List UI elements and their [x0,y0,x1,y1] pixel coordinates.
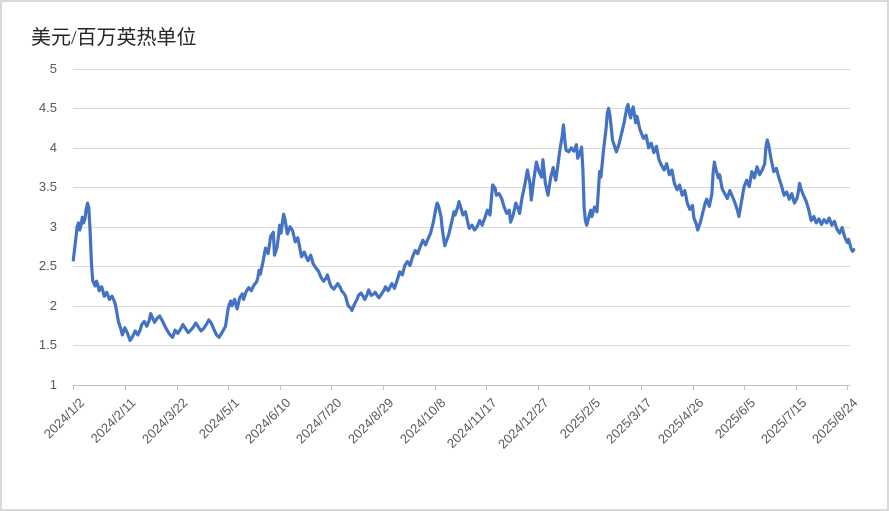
y-axis-tick-label: 5 [49,61,57,76]
x-axis-tick [73,385,75,390]
x-axis-tick [795,385,797,390]
y-axis-tick-label: 2.5 [38,258,57,274]
x-axis-tick [176,385,178,390]
price-line [71,102,856,342]
y-axis-tick-label: 3 [49,218,57,234]
x-axis-tick [331,385,333,390]
chart-title: 美元/百万英热单位 [31,27,197,49]
y-axis-tick-label: 1.5 [38,337,57,353]
gridline [73,266,850,268]
x-axis-line [73,384,850,386]
y-axis-tick-label: 1 [49,376,57,392]
x-axis-tick [279,385,281,390]
gridline [73,147,850,149]
x-axis-tick [589,385,591,390]
y-axis-tick-label: 4.5 [38,100,57,116]
y-axis-tick-label: 3.5 [38,179,57,195]
y-axis-tick-label: 4 [49,139,57,155]
x-axis-tick [744,385,746,390]
gridline [73,187,850,189]
gridline [73,305,850,307]
x-axis-tick [486,385,488,390]
x-axis-tick [537,385,539,390]
gridline [73,345,850,347]
gridline [73,69,850,70]
x-axis-tick [847,385,849,390]
y-axis-tick-label: 2 [49,297,57,313]
x-axis-tick [228,385,230,390]
gridline [73,226,850,228]
x-axis-tick [692,385,694,390]
gridline [73,108,850,110]
x-axis-tick [124,385,126,390]
x-axis-tick [434,385,436,390]
x-axis-tick [382,385,384,390]
x-axis-tick [640,385,642,390]
